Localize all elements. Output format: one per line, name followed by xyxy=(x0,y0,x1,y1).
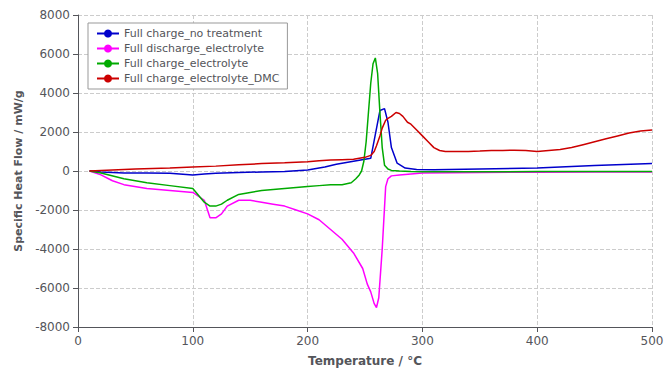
svg-text:-8000: -8000 xyxy=(35,320,70,334)
svg-text:200: 200 xyxy=(296,334,319,348)
svg-text:0: 0 xyxy=(74,334,82,348)
svg-text:Temperature / °C: Temperature / °C xyxy=(308,354,422,368)
svg-text:100: 100 xyxy=(181,334,204,348)
svg-text:Full charge_no treatment: Full charge_no treatment xyxy=(124,27,263,40)
svg-text:-6000: -6000 xyxy=(35,281,70,295)
svg-text:4000: 4000 xyxy=(39,86,70,100)
svg-text:Full charge_electrolyte_DMC: Full charge_electrolyte_DMC xyxy=(124,72,280,85)
svg-text:Full discharge_electrolyte: Full discharge_electrolyte xyxy=(124,42,264,55)
svg-text:Full charge_electrolyte: Full charge_electrolyte xyxy=(124,57,248,70)
svg-text:Specific Heat Flow / mW/g: Specific Heat Flow / mW/g xyxy=(12,90,25,251)
svg-text:2000: 2000 xyxy=(39,125,70,139)
svg-text:400: 400 xyxy=(526,334,549,348)
svg-text:6000: 6000 xyxy=(39,47,70,61)
svg-text:-4000: -4000 xyxy=(35,242,70,256)
svg-text:8000: 8000 xyxy=(39,8,70,22)
svg-text:300: 300 xyxy=(411,334,434,348)
svg-text:500: 500 xyxy=(641,334,664,348)
svg-text:-2000: -2000 xyxy=(35,203,70,217)
svg-text:0: 0 xyxy=(62,164,70,178)
